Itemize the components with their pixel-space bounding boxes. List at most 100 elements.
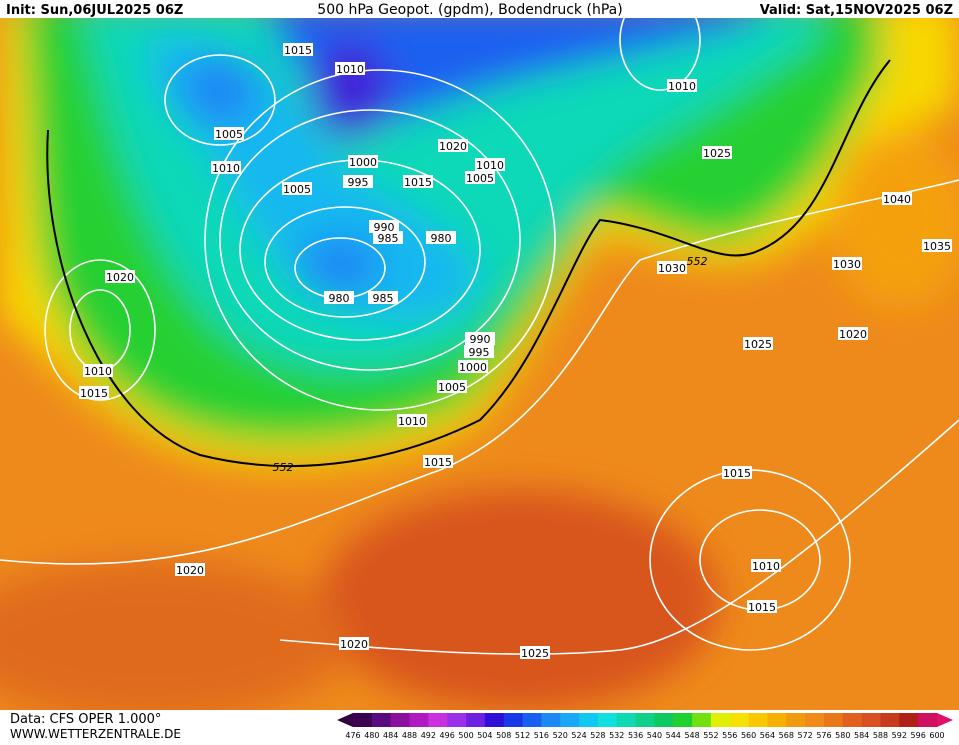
isobar-label-bg [465, 171, 495, 184]
colorbar-swatch [654, 713, 674, 727]
colorbar-swatch [673, 713, 693, 727]
colorbar-label: 572 [797, 731, 812, 740]
isobar-label-bg [465, 332, 495, 345]
colorbar-swatch [503, 713, 524, 727]
colorbar-label: 512 [515, 731, 530, 740]
colorbar-label: 520 [553, 731, 568, 740]
colorbar-end-low [337, 713, 353, 727]
colorbar-swatch [447, 713, 467, 727]
colorbar-label: 504 [477, 731, 492, 740]
colorbar-label: 500 [458, 731, 473, 740]
isobar-label: 1015 [723, 467, 751, 480]
colorbar-label: 536 [628, 731, 643, 740]
isobar-label-bg [520, 646, 550, 659]
colorbar-label: 532 [609, 731, 624, 740]
isobar-label: 1010 [84, 365, 112, 378]
isobar-label: 1025 [703, 147, 731, 160]
isobar-label: 985 [373, 292, 394, 305]
colorbar-swatch [390, 713, 411, 727]
isobar-label: 1005 [438, 381, 466, 394]
site: WWW.WETTERZENTRALE.DE [10, 727, 181, 741]
isobar-label-bg [324, 291, 354, 304]
colorbar-swatch [729, 713, 750, 727]
valid-time: Valid: Sat,15NOV2025 06Z [760, 3, 953, 18]
isobar-label: 1015 [748, 601, 776, 614]
colorbar-swatch [353, 713, 373, 727]
data-source: Data: CFS OPER 1.000° [10, 712, 161, 727]
colorbar-label: 516 [534, 731, 549, 740]
colorbar-swatch [710, 713, 731, 727]
isobar-label-bg [397, 414, 427, 427]
isobar-label: 990 [470, 333, 491, 346]
colorbar-swatch [635, 713, 655, 727]
colorbar-label: 580 [835, 731, 850, 740]
colorbar-label: 576 [816, 731, 831, 740]
isobar-label: 1005 [466, 172, 494, 185]
isobar-label: 1010 [212, 162, 240, 175]
colorbar-swatch [616, 713, 637, 727]
isobar-label-bg [282, 182, 312, 195]
colorbar-label: 476 [345, 731, 360, 740]
colorbar-swatch [409, 713, 429, 727]
isobar-label: 1030 [833, 258, 861, 271]
isobar-label-bg [214, 127, 244, 140]
isobar-label: 1015 [284, 44, 312, 57]
isobar-label-bg [475, 158, 505, 171]
colorbar-swatch [842, 713, 863, 727]
isobar-label: 1000 [349, 156, 377, 169]
isobar-label-bg [343, 175, 373, 188]
contour-552 [46, 59, 891, 467]
isobar-label-bg [426, 231, 456, 244]
isobar-label-bg [83, 364, 113, 377]
colorbar-label: 592 [892, 731, 907, 740]
colorbar-swatch [861, 713, 881, 727]
colorbar-swatch [786, 713, 806, 727]
isobar-label-bg [702, 146, 732, 159]
isobar-label-bg [437, 380, 467, 393]
isobar-label-bg [211, 161, 241, 174]
isobar-label-bg [458, 360, 488, 373]
isobar-label-bg [369, 220, 399, 233]
colorbar-swatch [918, 713, 938, 727]
isobar-label: 1000 [459, 361, 487, 374]
colorbar-label: 560 [741, 731, 756, 740]
field [0, 0, 959, 710]
isobar-label: 1035 [923, 240, 951, 253]
colorbar-end-high [937, 713, 953, 727]
isobar-label-bg [335, 62, 365, 75]
colorbar-swatch [484, 713, 505, 727]
isobar-label-bg [79, 386, 109, 399]
isobar-label-bg [339, 637, 369, 650]
isobar-label: 1020 [106, 271, 134, 284]
isobar-label-bg [403, 175, 433, 188]
colorbar-label: 588 [873, 731, 888, 740]
isobar-label-bg [882, 192, 912, 205]
colorbar-swatch [748, 713, 768, 727]
colorbar-label: 484 [383, 731, 398, 740]
isobar-label: 1015 [80, 387, 108, 400]
isobar-label: 1025 [521, 647, 549, 660]
isobar-label: 1010 [336, 63, 364, 76]
isobar-label: 1020 [340, 638, 368, 651]
isobar-label-bg [368, 291, 398, 304]
colorbar-swatch [541, 713, 561, 727]
colorbar-swatch [579, 713, 599, 727]
isobar-label: 1020 [176, 564, 204, 577]
colorbar-label: 492 [421, 731, 436, 740]
isobar-label: 1005 [215, 128, 243, 141]
colorbar-label: 540 [647, 731, 662, 740]
colorbar: 476 480 484 488 492 496 500 504 508 512 516 520 524 5… [337, 713, 953, 740]
colorbar-label: 544 [666, 731, 681, 740]
isobar-label: 1015 [424, 456, 452, 469]
colorbar-label: 508 [496, 731, 511, 740]
colorbar-swatch [767, 713, 787, 727]
colorbar-swatch [805, 713, 825, 727]
contour-label: 552 [687, 255, 708, 268]
isobar-label: 1015 [404, 176, 432, 189]
colorbar-swatch [522, 713, 542, 727]
colorbar-swatch [466, 713, 486, 727]
colorbar-swatch [823, 713, 844, 727]
isobar-label: 990 [374, 221, 395, 234]
